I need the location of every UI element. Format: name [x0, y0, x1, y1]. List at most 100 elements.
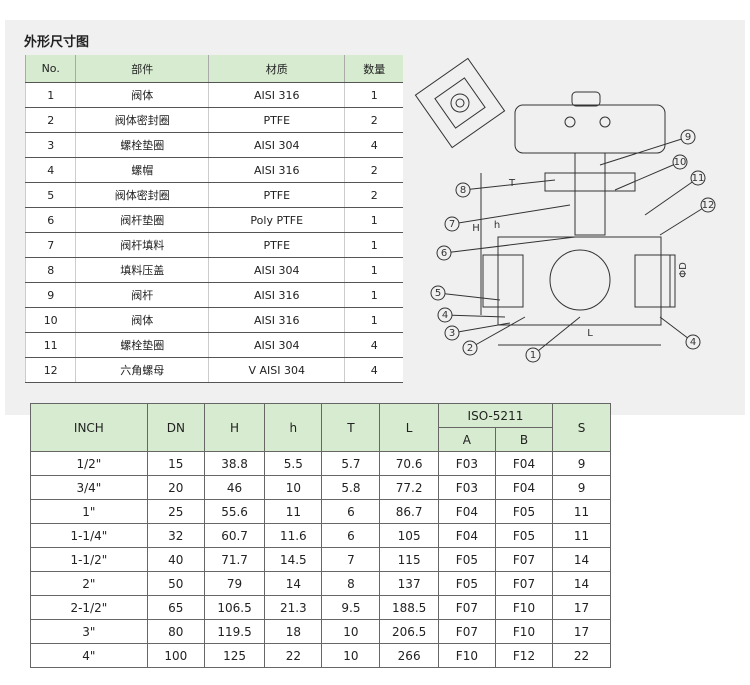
column-header: H: [203, 403, 266, 452]
row: 4 螺帽 AISI 316 2: [24, 157, 403, 183]
cell: 15: [146, 451, 205, 476]
cell: 11: [24, 332, 76, 358]
cell: 14.5: [264, 547, 323, 572]
cell: 79: [203, 571, 266, 596]
callout-circle: [685, 334, 701, 350]
column-header: 部件: [75, 55, 209, 83]
cell: 7: [24, 232, 76, 258]
callout-label: 5: [435, 288, 441, 299]
cell: AISI 316: [208, 82, 345, 108]
cell: 阀体: [75, 82, 209, 108]
cell: 32: [146, 523, 205, 548]
cell: 1: [344, 282, 403, 308]
cell: 106.5: [203, 595, 266, 620]
callout-circle: [455, 182, 471, 198]
cell: 4: [344, 357, 403, 383]
leader-line: [451, 204, 571, 225]
cell: 10: [264, 475, 323, 500]
cell: 4: [24, 157, 76, 183]
callout-circle: [436, 245, 452, 261]
cell: 65: [146, 595, 205, 620]
cell: 4: [344, 332, 403, 358]
cell: 10: [321, 619, 381, 644]
end-left: [482, 254, 524, 308]
column-header: ISO-5211: [437, 403, 554, 428]
cell: AISI 304: [208, 132, 345, 158]
cell: 80: [146, 619, 205, 644]
row: 1 阀体 AISI 316 1: [24, 82, 403, 108]
cell: 18: [264, 619, 323, 644]
cell: 11: [552, 499, 611, 524]
cell: 2": [30, 571, 148, 596]
dimension-label: h: [494, 220, 500, 231]
cell: 5.7: [321, 451, 381, 476]
cell: V AISI 304: [208, 357, 345, 383]
column-header: DN: [146, 403, 205, 452]
cell: F04: [437, 523, 496, 548]
dimension-label: H: [472, 223, 480, 234]
cell: 11: [552, 523, 611, 548]
column-header: INCH: [30, 403, 148, 452]
cell: 阀体: [75, 307, 209, 333]
row: 6 阀杆垫圈 Poly PTFE 1: [24, 207, 403, 233]
callout-label: 1: [530, 350, 536, 361]
callout-label: 3: [449, 328, 455, 339]
cell: 20: [146, 475, 205, 500]
cell: 4: [344, 132, 403, 158]
cell: 1-1/2": [30, 547, 148, 572]
cell: 86.7: [379, 499, 439, 524]
column-header: No.: [24, 55, 76, 83]
stem: [574, 152, 606, 236]
callout-label: 7: [449, 219, 455, 230]
cell: 50: [146, 571, 205, 596]
callout-label: 4: [690, 337, 696, 348]
cell: F10: [494, 619, 554, 644]
cell: F07: [437, 595, 496, 620]
cell: 9: [24, 282, 76, 308]
cell: F10: [494, 595, 554, 620]
callout-circle: [680, 129, 696, 145]
row: 2 阀体密封圈 PTFE 2: [24, 107, 403, 133]
cell: 螺帽: [75, 157, 209, 183]
leader-line: [469, 316, 526, 349]
cell: 100: [146, 643, 205, 668]
cell: PTFE: [208, 182, 345, 208]
leader-line: [599, 136, 689, 166]
column-header: h: [264, 403, 323, 452]
cell: 71.7: [203, 547, 266, 572]
cell: 3/4": [30, 475, 148, 500]
cell: Poly PTFE: [208, 207, 345, 233]
sub-column-header: A: [437, 427, 496, 452]
cell: 3": [30, 619, 148, 644]
cell: 10: [24, 307, 76, 333]
cell: PTFE: [208, 232, 345, 258]
cell: 阀体密封圈: [75, 107, 209, 133]
cell: 115: [379, 547, 439, 572]
cell: 22: [264, 643, 323, 668]
leader-line: [644, 177, 699, 216]
cell: 5.5: [264, 451, 323, 476]
cell: 17: [552, 595, 611, 620]
row: 1/2" 15 38.8 5.5 5.7 70.6 F03 F04 9: [30, 451, 611, 476]
cell: 2-1/2": [30, 595, 148, 620]
cell: 17: [552, 619, 611, 644]
cell: 11: [264, 499, 323, 524]
cell: 46: [203, 475, 266, 500]
cell: 9: [552, 451, 611, 476]
row: 7 阀杆填料 PTFE 1: [24, 232, 403, 258]
cell: F03: [437, 475, 496, 500]
callout-circle: [525, 347, 541, 363]
cell: 10: [321, 643, 381, 668]
cell: 阀杆填料: [75, 232, 209, 258]
cell: 60.7: [203, 523, 266, 548]
cell: AISI 316: [208, 157, 345, 183]
cell: 105: [379, 523, 439, 548]
cell: 119.5: [203, 619, 266, 644]
top-view: [414, 57, 506, 149]
cell: 9.5: [321, 595, 381, 620]
cell: 6: [321, 499, 381, 524]
row: 12 六角螺母 V AISI 304 4: [24, 357, 403, 383]
cell: 11.6: [264, 523, 323, 548]
